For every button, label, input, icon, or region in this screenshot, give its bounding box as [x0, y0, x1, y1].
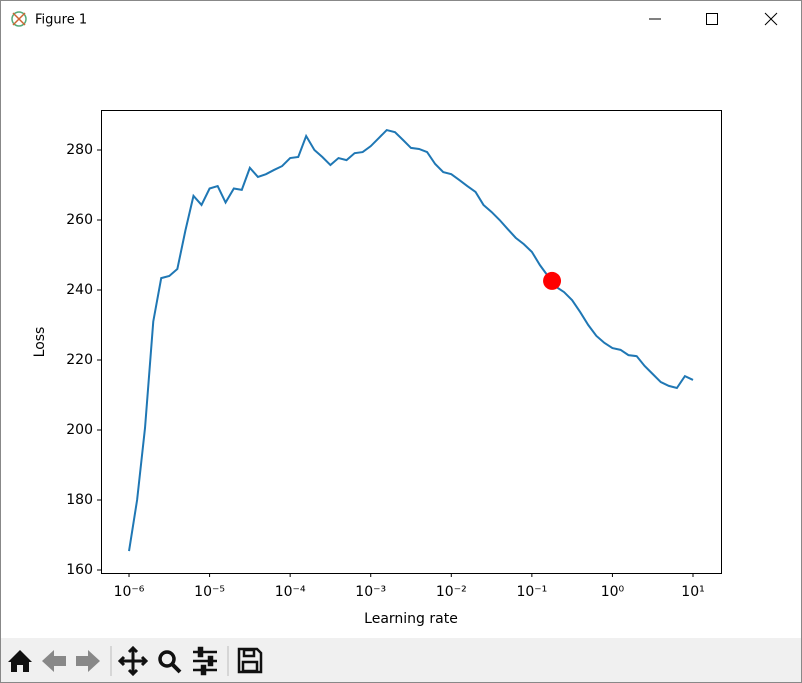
- forward-button[interactable]: [76, 650, 100, 672]
- y-tick-label: 180: [66, 492, 93, 508]
- x-axis-label: Learning rate: [364, 611, 458, 627]
- zoom-button[interactable]: [158, 650, 182, 674]
- y-tick-label: 200: [66, 422, 93, 438]
- x-tick-label: 10⁻⁵: [194, 584, 225, 600]
- y-tick-label: 240: [66, 282, 93, 298]
- loss-line: [128, 128, 694, 552]
- x-tick-label: 10⁰: [601, 584, 625, 600]
- x-tick-label: 10⁻¹: [516, 584, 547, 600]
- y-axis-label: Loss: [32, 327, 48, 358]
- x-tick-label: 10⁻²: [436, 584, 467, 600]
- x-tick-label: 10⁻⁴: [275, 584, 306, 600]
- close-button[interactable]: [764, 12, 778, 26]
- pan-button[interactable]: [117, 645, 149, 677]
- back-button[interactable]: [42, 650, 66, 672]
- y-tick-label: 160: [66, 562, 93, 578]
- save-button[interactable]: [237, 647, 263, 674]
- x-tick-label: 10¹: [681, 584, 704, 600]
- window-title: Figure 1: [35, 13, 87, 28]
- x-tick-label: 10⁻³: [355, 584, 386, 600]
- y-tick-label: 280: [66, 142, 93, 158]
- highlight-point: [543, 271, 562, 290]
- home-button[interactable]: [8, 650, 32, 672]
- plot-area: [101, 110, 722, 574]
- app-icon: [11, 11, 27, 27]
- configure-button[interactable]: [193, 646, 217, 676]
- maximize-button[interactable]: [706, 13, 718, 25]
- x-tick-label: 10⁻⁶: [114, 584, 145, 600]
- y-tick-label: 260: [66, 212, 93, 228]
- y-tick-label: 220: [66, 352, 93, 368]
